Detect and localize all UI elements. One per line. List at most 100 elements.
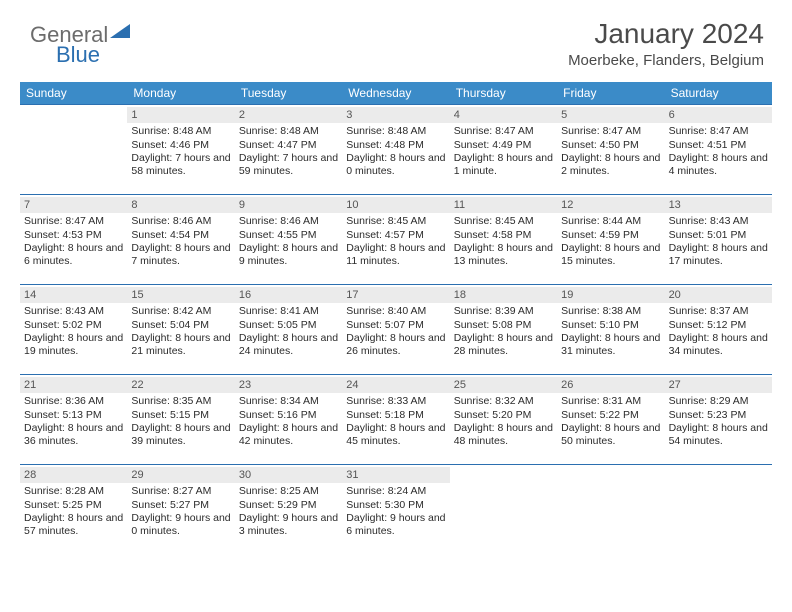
calendar-cell: 17Sunrise: 8:40 AMSunset: 5:07 PMDayligh…: [342, 284, 449, 374]
day-number: 2: [235, 107, 342, 123]
weekday-header: Monday: [127, 82, 234, 104]
day-number: 23: [235, 377, 342, 393]
day-number: 10: [342, 197, 449, 213]
calendar-cell: 7Sunrise: 8:47 AMSunset: 4:53 PMDaylight…: [20, 194, 127, 284]
sunrise-line: Sunrise: 8:42 AM: [131, 305, 230, 318]
sunset-line: Sunset: 4:54 PM: [131, 229, 230, 242]
sunrise-line: Sunrise: 8:43 AM: [669, 215, 768, 228]
sunset-line: Sunset: 5:25 PM: [24, 499, 123, 512]
day-number: 6: [665, 107, 772, 123]
weekday-header: Wednesday: [342, 82, 449, 104]
day-number: 4: [450, 107, 557, 123]
calendar-cell-empty: [20, 104, 127, 194]
sunset-line: Sunset: 5:30 PM: [346, 499, 445, 512]
sunrise-line: Sunrise: 8:46 AM: [239, 215, 338, 228]
sunset-line: Sunset: 5:15 PM: [131, 409, 230, 422]
daylight-line: Daylight: 8 hours and 54 minutes.: [669, 422, 768, 449]
sunset-line: Sunset: 4:50 PM: [561, 139, 660, 152]
sunrise-line: Sunrise: 8:47 AM: [454, 125, 553, 138]
calendar-cell: 19Sunrise: 8:38 AMSunset: 5:10 PMDayligh…: [557, 284, 664, 374]
sunrise-line: Sunrise: 8:34 AM: [239, 395, 338, 408]
daylight-line: Daylight: 8 hours and 15 minutes.: [561, 242, 660, 269]
location-subtitle: Moerbeke, Flanders, Belgium: [568, 52, 764, 69]
day-number: 15: [127, 287, 234, 303]
month-title: January 2024: [568, 18, 764, 50]
logo-triangle-icon: [110, 22, 132, 40]
daylight-line: Daylight: 8 hours and 28 minutes.: [454, 332, 553, 359]
day-number: 17: [342, 287, 449, 303]
calendar-cell: 13Sunrise: 8:43 AMSunset: 5:01 PMDayligh…: [665, 194, 772, 284]
sunrise-line: Sunrise: 8:37 AM: [669, 305, 768, 318]
calendar-cell: 22Sunrise: 8:35 AMSunset: 5:15 PMDayligh…: [127, 374, 234, 464]
day-number: 21: [20, 377, 127, 393]
calendar-cell: 27Sunrise: 8:29 AMSunset: 5:23 PMDayligh…: [665, 374, 772, 464]
logo-text-blue: Blue: [56, 42, 100, 68]
daylight-line: Daylight: 8 hours and 24 minutes.: [239, 332, 338, 359]
sunset-line: Sunset: 5:18 PM: [346, 409, 445, 422]
day-number: 19: [557, 287, 664, 303]
calendar-grid: SundayMondayTuesdayWednesdayThursdayFrid…: [20, 82, 772, 554]
sunset-line: Sunset: 5:23 PM: [669, 409, 768, 422]
calendar-cell: 28Sunrise: 8:28 AMSunset: 5:25 PMDayligh…: [20, 464, 127, 554]
day-number: 26: [557, 377, 664, 393]
calendar-cell: 11Sunrise: 8:45 AMSunset: 4:58 PMDayligh…: [450, 194, 557, 284]
weekday-header: Sunday: [20, 82, 127, 104]
sunrise-line: Sunrise: 8:36 AM: [24, 395, 123, 408]
sunrise-line: Sunrise: 8:38 AM: [561, 305, 660, 318]
day-number: 22: [127, 377, 234, 393]
sunrise-line: Sunrise: 8:39 AM: [454, 305, 553, 318]
sunset-line: Sunset: 5:29 PM: [239, 499, 338, 512]
sunset-line: Sunset: 5:20 PM: [454, 409, 553, 422]
calendar-cell: 1Sunrise: 8:48 AMSunset: 4:46 PMDaylight…: [127, 104, 234, 194]
sunrise-line: Sunrise: 8:28 AM: [24, 485, 123, 498]
calendar-cell: 4Sunrise: 8:47 AMSunset: 4:49 PMDaylight…: [450, 104, 557, 194]
sunrise-line: Sunrise: 8:29 AM: [669, 395, 768, 408]
sunset-line: Sunset: 4:58 PM: [454, 229, 553, 242]
sunrise-line: Sunrise: 8:48 AM: [239, 125, 338, 138]
day-number: 3: [342, 107, 449, 123]
sunset-line: Sunset: 4:59 PM: [561, 229, 660, 242]
calendar-cell: 21Sunrise: 8:36 AMSunset: 5:13 PMDayligh…: [20, 374, 127, 464]
sunrise-line: Sunrise: 8:40 AM: [346, 305, 445, 318]
daylight-line: Daylight: 8 hours and 4 minutes.: [669, 152, 768, 179]
sunset-line: Sunset: 5:05 PM: [239, 319, 338, 332]
sunset-line: Sunset: 4:46 PM: [131, 139, 230, 152]
day-number: 25: [450, 377, 557, 393]
daylight-line: Daylight: 9 hours and 6 minutes.: [346, 512, 445, 539]
daylight-line: Daylight: 8 hours and 6 minutes.: [24, 242, 123, 269]
sunrise-line: Sunrise: 8:33 AM: [346, 395, 445, 408]
calendar-cell: 8Sunrise: 8:46 AMSunset: 4:54 PMDaylight…: [127, 194, 234, 284]
sunrise-line: Sunrise: 8:44 AM: [561, 215, 660, 228]
day-number: 20: [665, 287, 772, 303]
daylight-line: Daylight: 8 hours and 45 minutes.: [346, 422, 445, 449]
weekday-header: Friday: [557, 82, 664, 104]
calendar-cell-empty: [665, 464, 772, 554]
calendar-cell: 2Sunrise: 8:48 AMSunset: 4:47 PMDaylight…: [235, 104, 342, 194]
calendar-cell: 6Sunrise: 8:47 AMSunset: 4:51 PMDaylight…: [665, 104, 772, 194]
calendar-cell: 26Sunrise: 8:31 AMSunset: 5:22 PMDayligh…: [557, 374, 664, 464]
calendar-cell-empty: [557, 464, 664, 554]
day-number: 1: [127, 107, 234, 123]
calendar-cell: 10Sunrise: 8:45 AMSunset: 4:57 PMDayligh…: [342, 194, 449, 284]
sunrise-line: Sunrise: 8:47 AM: [24, 215, 123, 228]
sunset-line: Sunset: 5:08 PM: [454, 319, 553, 332]
sunrise-line: Sunrise: 8:35 AM: [131, 395, 230, 408]
weekday-header: Tuesday: [235, 82, 342, 104]
daylight-line: Daylight: 8 hours and 50 minutes.: [561, 422, 660, 449]
daylight-line: Daylight: 8 hours and 11 minutes.: [346, 242, 445, 269]
sunset-line: Sunset: 5:10 PM: [561, 319, 660, 332]
sunrise-line: Sunrise: 8:45 AM: [454, 215, 553, 228]
sunrise-line: Sunrise: 8:48 AM: [131, 125, 230, 138]
calendar-cell: 20Sunrise: 8:37 AMSunset: 5:12 PMDayligh…: [665, 284, 772, 374]
calendar-cell: 30Sunrise: 8:25 AMSunset: 5:29 PMDayligh…: [235, 464, 342, 554]
calendar-cell: 23Sunrise: 8:34 AMSunset: 5:16 PMDayligh…: [235, 374, 342, 464]
logo-sub: Blue: [56, 42, 100, 68]
calendar-cell: 31Sunrise: 8:24 AMSunset: 5:30 PMDayligh…: [342, 464, 449, 554]
sunrise-line: Sunrise: 8:24 AM: [346, 485, 445, 498]
calendar-cell: 15Sunrise: 8:42 AMSunset: 5:04 PMDayligh…: [127, 284, 234, 374]
sunset-line: Sunset: 5:02 PM: [24, 319, 123, 332]
sunset-line: Sunset: 5:01 PM: [669, 229, 768, 242]
day-number: 9: [235, 197, 342, 213]
calendar-cell: 9Sunrise: 8:46 AMSunset: 4:55 PMDaylight…: [235, 194, 342, 284]
daylight-line: Daylight: 8 hours and 57 minutes.: [24, 512, 123, 539]
